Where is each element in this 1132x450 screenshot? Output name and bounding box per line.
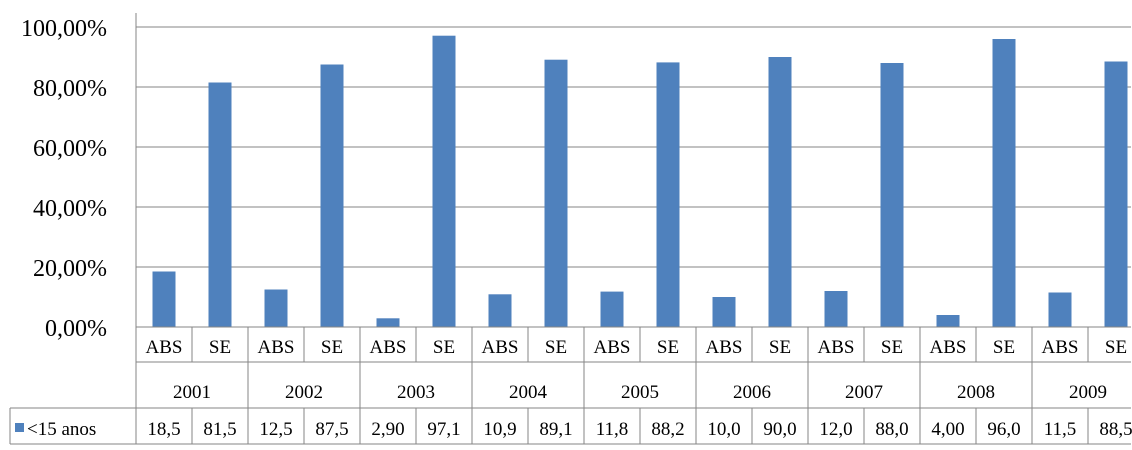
data-table-value: 12,5	[259, 419, 292, 440]
x-year-label: 2009	[1069, 382, 1107, 403]
legend-swatch	[15, 423, 24, 432]
data-table-value: 88,0	[875, 419, 908, 440]
y-tick-label: 0,00%	[45, 316, 107, 342]
legend-label: <15 anos	[27, 419, 96, 440]
x-category-label: SE	[769, 337, 791, 358]
data-table-value: 88,5	[1099, 419, 1132, 440]
bars	[152, 35, 1128, 328]
x-year-label: 2004	[509, 382, 548, 403]
data-table-value: 89,1	[539, 419, 572, 440]
bar	[712, 297, 736, 327]
y-tick-label: 40,00%	[33, 196, 107, 222]
data-table-value: 96,0	[987, 419, 1020, 440]
data-table-value: 97,1	[427, 419, 460, 440]
bar	[936, 315, 960, 327]
bar	[656, 62, 680, 328]
data-table-value: 10,9	[483, 419, 516, 440]
x-year-label: 2003	[397, 382, 435, 403]
y-tick-label: 100,00%	[21, 16, 107, 42]
data-table-value: 10,0	[707, 419, 740, 440]
x-category-label: ABS	[818, 337, 855, 358]
bar	[768, 57, 792, 327]
bar	[208, 82, 232, 327]
x-category-label: SE	[1105, 337, 1127, 358]
x-category-label: ABS	[370, 337, 407, 358]
data-table-value: 90,0	[763, 419, 796, 440]
bar	[264, 289, 288, 327]
y-tick-label: 20,00%	[33, 256, 107, 282]
x-category-label: ABS	[1042, 337, 1079, 358]
x-category-label: SE	[433, 337, 455, 358]
x-year-label: 2007	[845, 382, 883, 403]
x-category-label: SE	[321, 337, 343, 358]
y-tick-label: 60,00%	[33, 136, 107, 162]
x-year-label: 2005	[621, 382, 659, 403]
data-table-value: 81,5	[203, 419, 236, 440]
data-table-value: 2,90	[371, 419, 404, 440]
bar	[432, 35, 456, 327]
axes: 0,00% 20,00% 40,00% 60,00% 80,00% 100,00%	[21, 13, 137, 444]
x-category-label: SE	[881, 337, 903, 358]
x-category-label: ABS	[930, 337, 967, 358]
bar	[992, 39, 1016, 327]
bar	[152, 271, 176, 327]
x-category-label: SE	[209, 337, 231, 358]
x-category-label: ABS	[706, 337, 743, 358]
data-table-value: 18,5	[147, 419, 180, 440]
bar	[320, 64, 344, 327]
data-table-value: 88,2	[651, 419, 684, 440]
x-category-label: ABS	[258, 337, 295, 358]
bar	[1104, 61, 1128, 327]
data-table: ABS 18,5 SE 81,5 ABS 12,5 SE 87,5 ABS 2,90 SE 97,1 A…	[9, 326, 1132, 445]
bar	[824, 291, 848, 327]
x-year-label: 2002	[285, 382, 323, 403]
data-table-value: 12,0	[819, 419, 852, 440]
x-category-label: SE	[545, 337, 567, 358]
bar	[600, 291, 624, 327]
bar	[544, 59, 568, 327]
x-category-label: SE	[657, 337, 679, 358]
x-category-label: ABS	[482, 337, 519, 358]
bar	[376, 318, 400, 327]
grid-lines	[136, 26, 1131, 268]
x-year-label: 2001	[173, 382, 211, 403]
bar	[1048, 292, 1072, 327]
data-table-value: 11,8	[596, 419, 629, 440]
bar	[488, 294, 512, 327]
x-year-label: 2008	[957, 382, 995, 403]
bar	[880, 63, 904, 327]
data-table-value: 4,00	[931, 419, 964, 440]
data-table-value: 87,5	[315, 419, 348, 440]
x-year-label: 2006	[733, 382, 771, 403]
data-table-value: 11,5	[1044, 419, 1077, 440]
x-category-label: ABS	[146, 337, 183, 358]
y-tick-label: 80,00%	[33, 76, 107, 102]
x-category-label: ABS	[594, 337, 631, 358]
x-category-label: SE	[993, 337, 1015, 358]
